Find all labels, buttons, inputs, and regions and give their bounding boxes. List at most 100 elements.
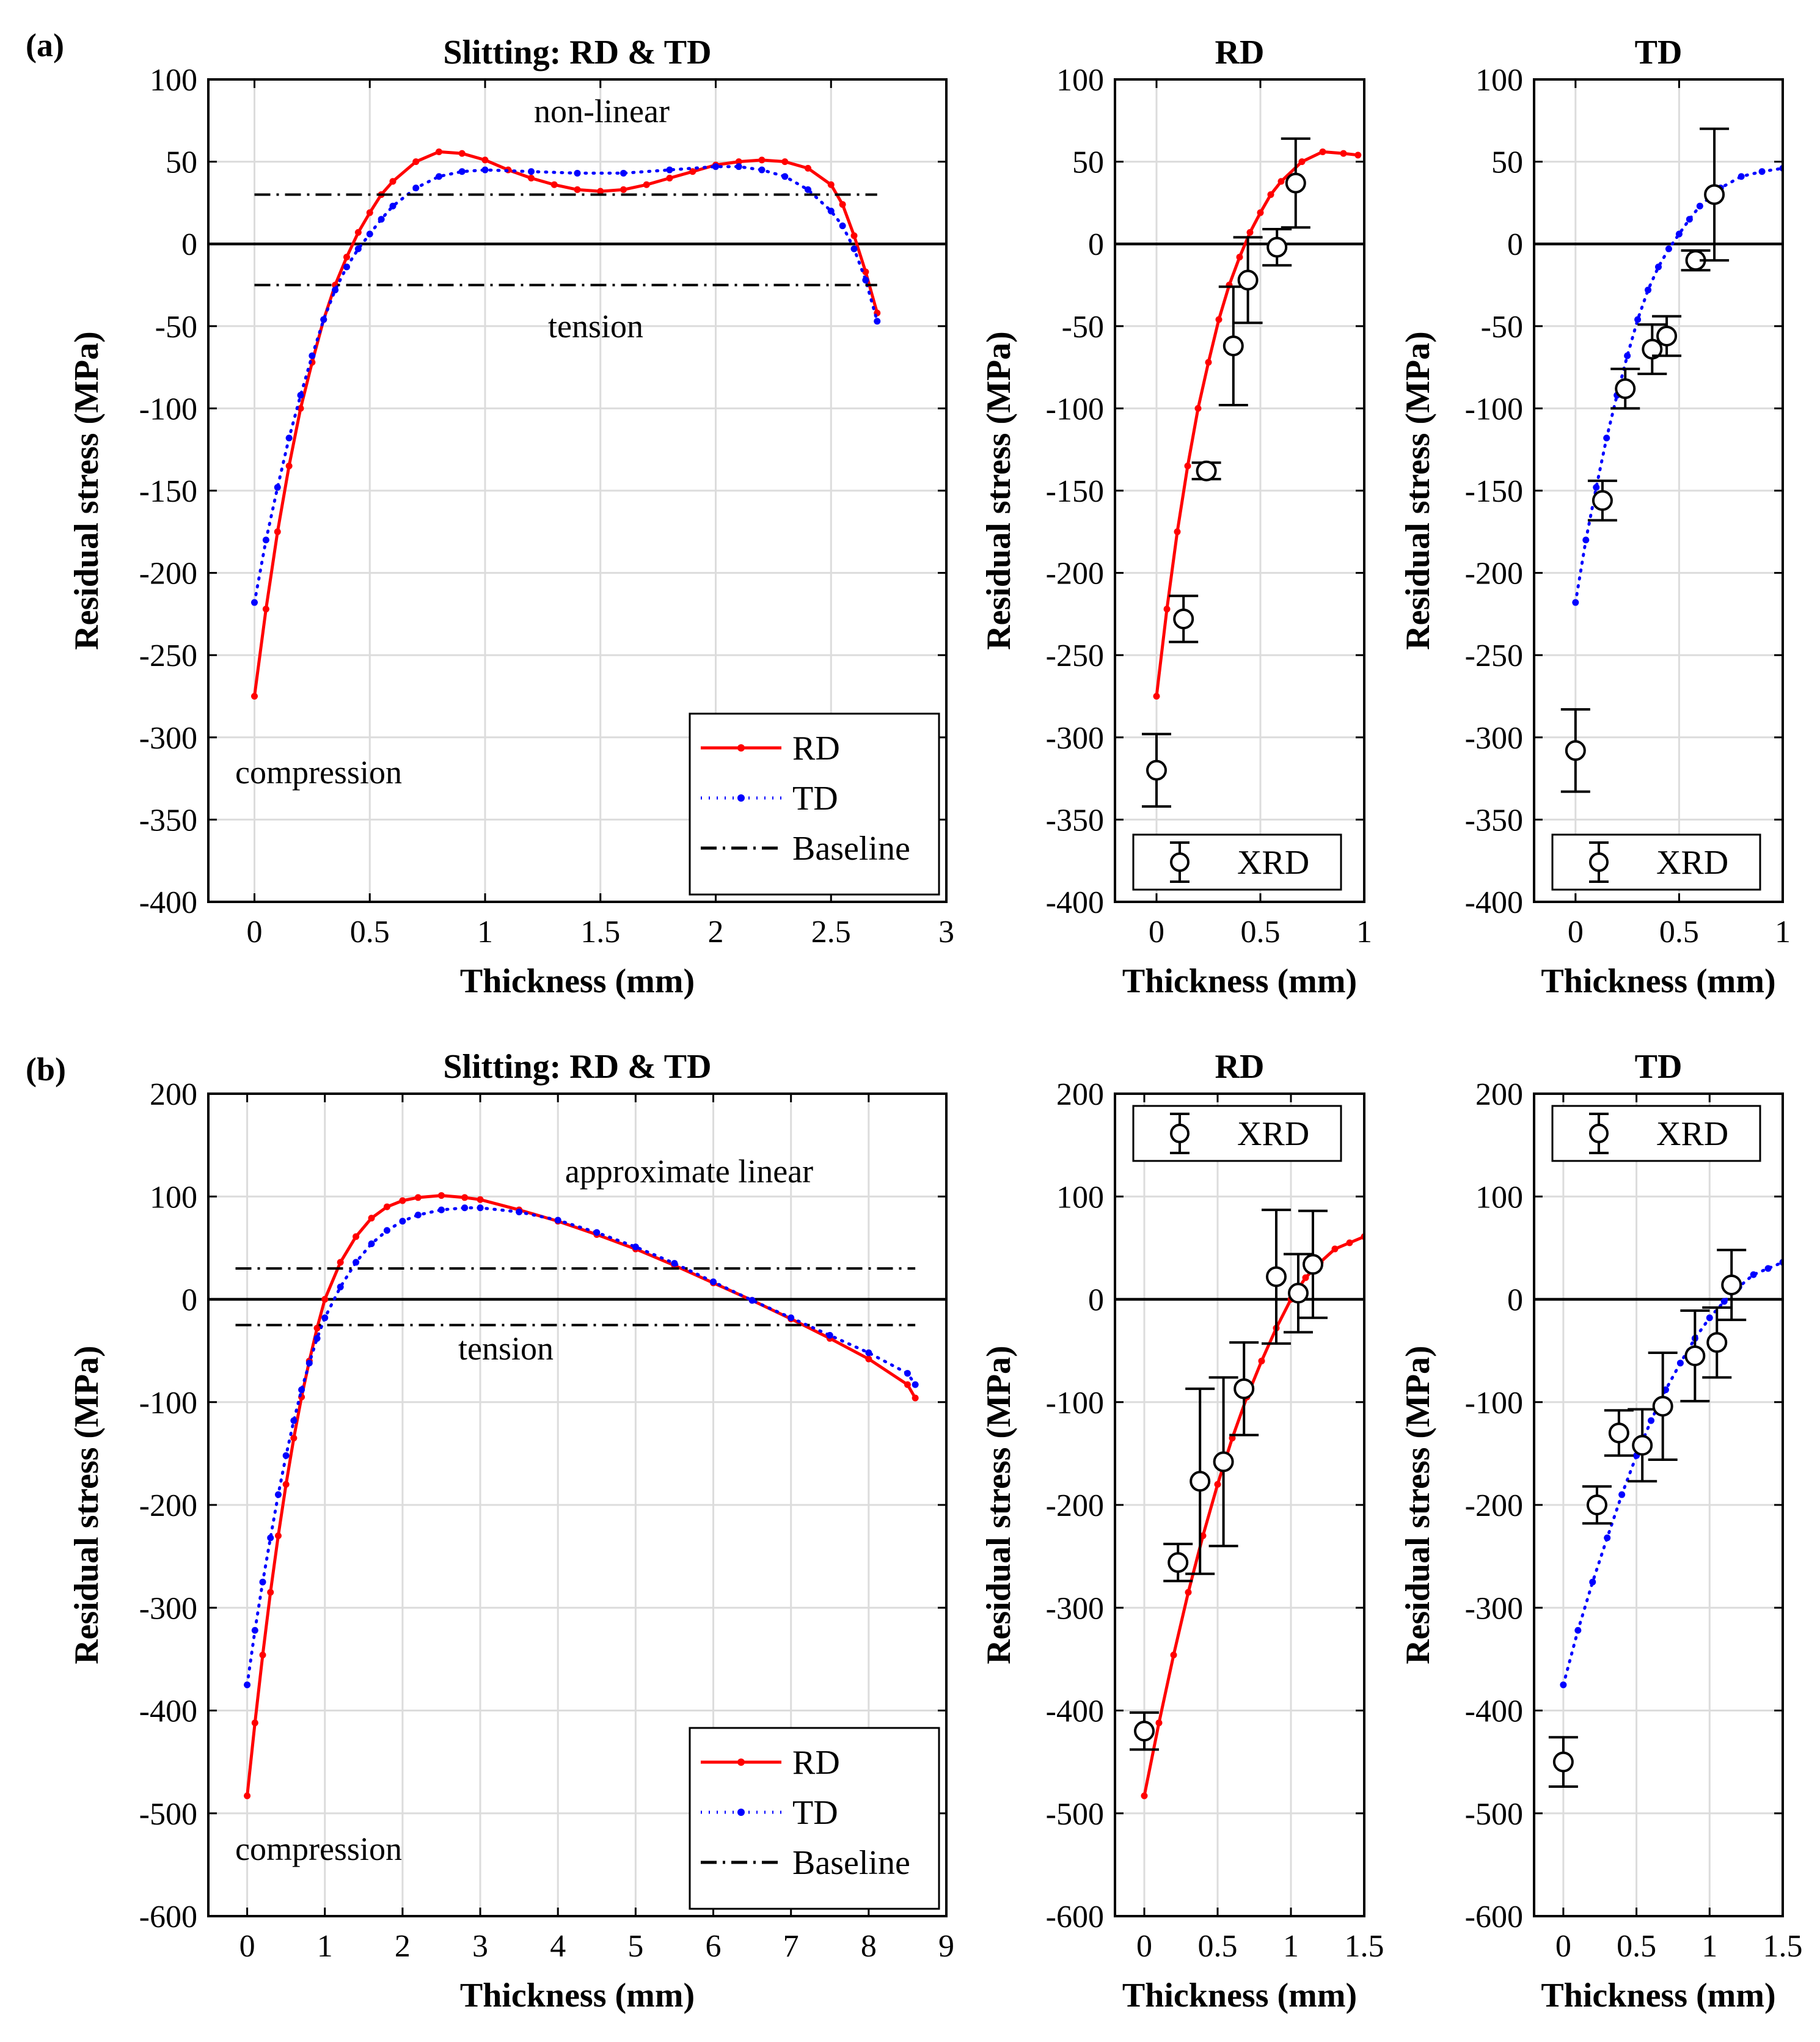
y-tick-label: 0 [1507, 227, 1523, 262]
series-td-marker [267, 1534, 274, 1542]
xrd-point [1222, 335, 1244, 357]
y-tick-label: 100 [1056, 63, 1104, 98]
x-axis-label: Thickness (mm) [1541, 962, 1775, 1000]
series-rd [253, 150, 879, 698]
series-td-marker [710, 1278, 717, 1286]
y-tick-label: -100 [1465, 1386, 1523, 1421]
series-td-marker [712, 163, 719, 170]
series-td-marker [337, 1283, 344, 1290]
chart-a-main: 0 0.5 1 1.5 2 2.5 3 -400 -350 -300 -250 -200 -150 -10… [68, 34, 954, 1000]
series-rd-marker [1258, 1357, 1265, 1364]
series-td-marker [1750, 1271, 1757, 1278]
series-td-marker [620, 169, 627, 177]
y-tick-label: -300 [1465, 1591, 1523, 1626]
series-td-marker [1720, 1298, 1728, 1305]
series-td-marker [666, 166, 673, 174]
xrd-point [1706, 1332, 1728, 1353]
series-rd-marker [353, 1233, 360, 1240]
series-rd-marker [550, 181, 558, 188]
series-td [246, 1206, 917, 1686]
y-tick-label: -400 [1046, 885, 1104, 920]
y-tick-label: 0 [181, 1283, 197, 1318]
series-td-marker [313, 1334, 321, 1342]
y-tick-label: -200 [1046, 557, 1104, 591]
series-rd-marker [481, 156, 489, 164]
series-td-marker [244, 1681, 251, 1688]
series-rd-marker [862, 268, 869, 276]
legend-box [1551, 1105, 1761, 1162]
series-rd-marker [758, 156, 766, 164]
chart-title: TD [1635, 34, 1683, 71]
series-rd-marker [262, 606, 269, 613]
series-td-marker [259, 1578, 266, 1586]
axes-frame [207, 78, 948, 903]
series-td-marker [1603, 434, 1610, 442]
y-tick-label: -400 [1465, 1694, 1523, 1729]
y-tick-label: -400 [1046, 1694, 1104, 1729]
series-td-marker [437, 1206, 445, 1213]
y-tick-label: -300 [1465, 721, 1523, 756]
series-td-marker [1665, 245, 1672, 252]
xrd-point [1642, 339, 1663, 360]
xrd-point [1190, 1471, 1211, 1492]
y-tick-label: 50 [166, 145, 197, 180]
x-tick-label: 2 [708, 915, 724, 950]
xrd-point [1134, 1721, 1155, 1742]
series-rd-marker [1174, 528, 1181, 535]
xrd-point [1632, 1435, 1653, 1456]
y-tick-label: 200 [1475, 1077, 1523, 1112]
x-tick-label: 1.5 [580, 915, 620, 950]
chart-title: RD [1215, 1048, 1265, 1086]
series-rd-marker [839, 201, 846, 208]
annotation-compression: compression [235, 1831, 402, 1867]
series-td-marker [1574, 1627, 1582, 1634]
series-rd-marker [643, 181, 650, 188]
legend-xrd-marker [1589, 852, 1609, 872]
series-rd-marker [735, 158, 742, 166]
series-td-marker [632, 1243, 639, 1251]
series-td-marker [1604, 1534, 1611, 1542]
series-td-marker [251, 1627, 258, 1634]
series-rd-marker [1215, 316, 1222, 323]
series-rd-marker [1214, 1480, 1221, 1488]
series-td-marker [399, 1218, 406, 1225]
series-td-marker [321, 1314, 329, 1322]
xrd-point [1196, 460, 1217, 481]
x-tick-label: 0.5 [1617, 1929, 1656, 1964]
series-td-marker [827, 207, 835, 214]
series-td-marker [671, 1260, 678, 1267]
series-rd-marker [1141, 1792, 1148, 1799]
xrd-point [1684, 1345, 1706, 1367]
series-rd-marker [274, 528, 281, 535]
series-rd-marker [1319, 148, 1326, 155]
x-tick-label: 1 [477, 915, 493, 950]
x-tick-label: 0.5 [1659, 915, 1699, 950]
series-rd-marker [528, 175, 535, 182]
series-td-marker [912, 1381, 919, 1388]
series-td-marker [414, 1212, 422, 1219]
x-tick-label: 3 [472, 1929, 488, 1964]
y-tick-label: 0 [1507, 1283, 1523, 1318]
series-td-marker [1593, 484, 1600, 491]
series-rd-marker [827, 181, 835, 188]
y-tick-label: -250 [1046, 639, 1104, 673]
y-tick-label: -250 [1465, 639, 1523, 673]
chart-a-td: 0 0.5 1 -400 -350 -300 -250 -200 -150 -100 -50 0 50 1… [1399, 34, 1791, 1000]
series-rd-marker [412, 158, 420, 166]
x-tick-label: 2.5 [811, 915, 851, 950]
series-td-marker [1618, 1491, 1626, 1498]
x-tick-label: 6 [706, 1929, 722, 1964]
y-tick-label: -100 [1046, 1386, 1104, 1421]
series-rd-marker [251, 693, 258, 700]
x-axis-label: Thickness (mm) [460, 1977, 695, 2015]
chart-title: Slitting: RD & TD [443, 34, 711, 71]
series-td-marker [805, 186, 811, 193]
legend-xrd-marker [1589, 1124, 1609, 1143]
annotation-non-linear: non-linear [534, 93, 670, 130]
plot-area [235, 1192, 919, 1799]
series-rd-marker [297, 404, 304, 412]
series-rd-marker [1346, 1239, 1353, 1246]
series-td-marker [274, 484, 281, 491]
series-td-marker [282, 1452, 290, 1459]
